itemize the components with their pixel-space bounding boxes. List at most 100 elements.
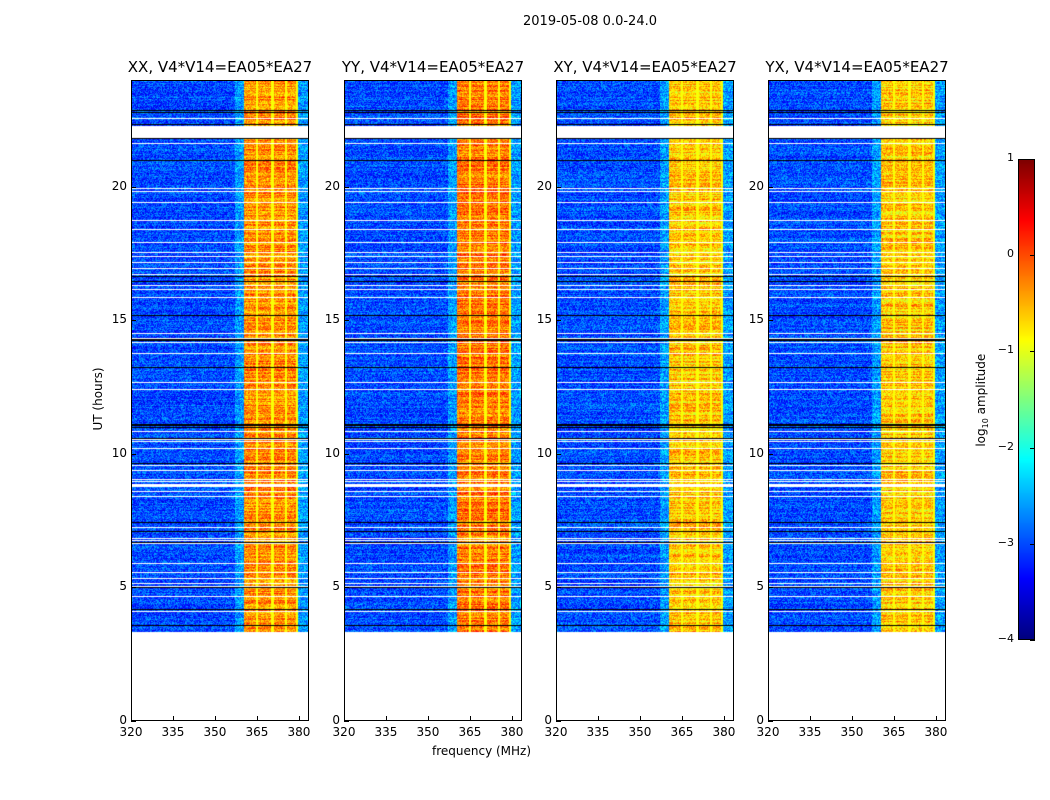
figure-title: 2019-05-08 0.0-24.0 bbox=[523, 14, 657, 29]
y-tick-mark bbox=[768, 721, 773, 722]
y-tick-mark bbox=[344, 320, 349, 322]
x-tick-mark bbox=[298, 716, 300, 721]
x-tick-mark bbox=[256, 716, 258, 721]
y-tick-label: 15 bbox=[324, 312, 340, 327]
y-tick-label: 10 bbox=[324, 445, 340, 460]
x-tick-label: 320 bbox=[756, 725, 780, 739]
y-tick-mark bbox=[131, 320, 136, 322]
x-tick-mark bbox=[681, 716, 683, 721]
y-tick-label: 5 bbox=[756, 579, 764, 594]
x-tick-label: 380 bbox=[287, 725, 311, 739]
x-tick-label: 335 bbox=[586, 725, 610, 739]
x-tick-label: 365 bbox=[245, 725, 269, 739]
y-tick-mark bbox=[556, 453, 561, 455]
y-tick-mark bbox=[131, 453, 136, 455]
y-tick-mark bbox=[344, 453, 349, 455]
y-tick-mark bbox=[131, 186, 136, 188]
colorbar-tick-mark bbox=[1030, 351, 1035, 353]
x-tick-label: 320 bbox=[544, 725, 568, 739]
colorbar-tick-label: −3 bbox=[997, 535, 1014, 549]
x-tick-mark bbox=[385, 716, 387, 721]
y-tick-label: 20 bbox=[111, 178, 127, 193]
colorbar bbox=[1018, 159, 1035, 640]
x-tick-label: 350 bbox=[203, 725, 227, 739]
panel-title: YY, V4*V14=EA05*EA27 bbox=[341, 58, 525, 76]
x-tick-label: 380 bbox=[500, 725, 524, 739]
x-tick-mark bbox=[723, 716, 725, 721]
y-tick-label: 20 bbox=[324, 178, 340, 193]
colorbar-tick-label: 0 bbox=[1007, 247, 1014, 261]
x-tick-label: 335 bbox=[798, 725, 822, 739]
y-tick-mark bbox=[131, 721, 136, 722]
heatmap-cells bbox=[345, 81, 521, 720]
y-tick-mark bbox=[344, 587, 349, 589]
y-tick-mark bbox=[768, 453, 773, 455]
y-tick-mark bbox=[556, 721, 561, 722]
x-tick-mark bbox=[511, 716, 513, 721]
colorbar-label: log10 amplitude bbox=[973, 353, 991, 447]
y-axis-label: UT (hours) bbox=[91, 367, 105, 431]
x-tick-mark bbox=[131, 716, 132, 721]
y-tick-label: 5 bbox=[332, 579, 340, 594]
y-tick-mark bbox=[131, 587, 136, 589]
y-tick-mark bbox=[556, 587, 561, 589]
heatmap-panel bbox=[131, 80, 309, 721]
colorbar-tick-label: −4 bbox=[997, 632, 1014, 645]
y-tick-label: 15 bbox=[536, 312, 552, 327]
y-tick-label: 10 bbox=[536, 445, 552, 460]
x-tick-mark bbox=[851, 716, 853, 721]
panel-title: XX, V4*V14=EA05*EA27 bbox=[127, 58, 313, 76]
x-tick-mark bbox=[556, 716, 557, 721]
x-tick-label: 380 bbox=[712, 725, 736, 739]
y-tick-label: 5 bbox=[119, 579, 127, 594]
colorbar-tick-mark bbox=[1030, 447, 1035, 449]
x-tick-label: 335 bbox=[161, 725, 185, 739]
panel-title: YX, V4*V14=EA05*EA27 bbox=[765, 58, 949, 76]
x-tick-label: 365 bbox=[670, 725, 694, 739]
colorbar-tick-mark bbox=[1030, 543, 1035, 545]
heatmap-panel bbox=[556, 80, 734, 721]
x-tick-label: 380 bbox=[924, 725, 948, 739]
x-tick-mark bbox=[768, 716, 769, 721]
panel-title: XY, V4*V14=EA05*EA27 bbox=[553, 58, 737, 76]
x-tick-label: 365 bbox=[458, 725, 482, 739]
y-tick-mark bbox=[768, 587, 773, 589]
y-tick-label: 0 bbox=[119, 713, 127, 727]
y-tick-mark bbox=[556, 320, 561, 322]
y-tick-label: 15 bbox=[748, 312, 764, 327]
y-tick-label: 0 bbox=[544, 713, 552, 727]
x-tick-mark bbox=[427, 716, 429, 721]
y-tick-label: 10 bbox=[748, 445, 764, 460]
x-tick-label: 350 bbox=[628, 725, 652, 739]
y-tick-label: 0 bbox=[756, 713, 764, 727]
x-tick-mark bbox=[893, 716, 895, 721]
y-tick-mark bbox=[768, 320, 773, 322]
colorbar-tick-label: −2 bbox=[997, 439, 1014, 453]
colorbar-tick-mark bbox=[1030, 159, 1035, 160]
colorbar-tick-label: −1 bbox=[997, 343, 1014, 357]
colorbar-tick-mark bbox=[1030, 640, 1035, 641]
y-tick-label: 20 bbox=[536, 178, 552, 193]
x-tick-label: 365 bbox=[882, 725, 906, 739]
x-tick-mark bbox=[344, 716, 345, 721]
x-tick-mark bbox=[214, 716, 216, 721]
heatmap-cells bbox=[769, 81, 945, 720]
x-tick-label: 320 bbox=[332, 725, 356, 739]
x-tick-mark bbox=[809, 716, 811, 721]
x-tick-label: 350 bbox=[416, 725, 440, 739]
x-tick-mark bbox=[469, 716, 471, 721]
y-tick-mark bbox=[768, 186, 773, 188]
y-tick-label: 10 bbox=[111, 445, 127, 460]
x-tick-mark bbox=[935, 716, 937, 721]
x-tick-mark bbox=[639, 716, 641, 721]
x-tick-mark bbox=[172, 716, 174, 721]
y-tick-label: 20 bbox=[748, 178, 764, 193]
y-tick-label: 0 bbox=[332, 713, 340, 727]
x-tick-label: 335 bbox=[374, 725, 398, 739]
y-tick-mark bbox=[344, 721, 349, 722]
y-tick-label: 15 bbox=[111, 312, 127, 327]
y-tick-mark bbox=[556, 186, 561, 188]
x-tick-label: 320 bbox=[119, 725, 143, 739]
y-tick-label: 5 bbox=[544, 579, 552, 594]
